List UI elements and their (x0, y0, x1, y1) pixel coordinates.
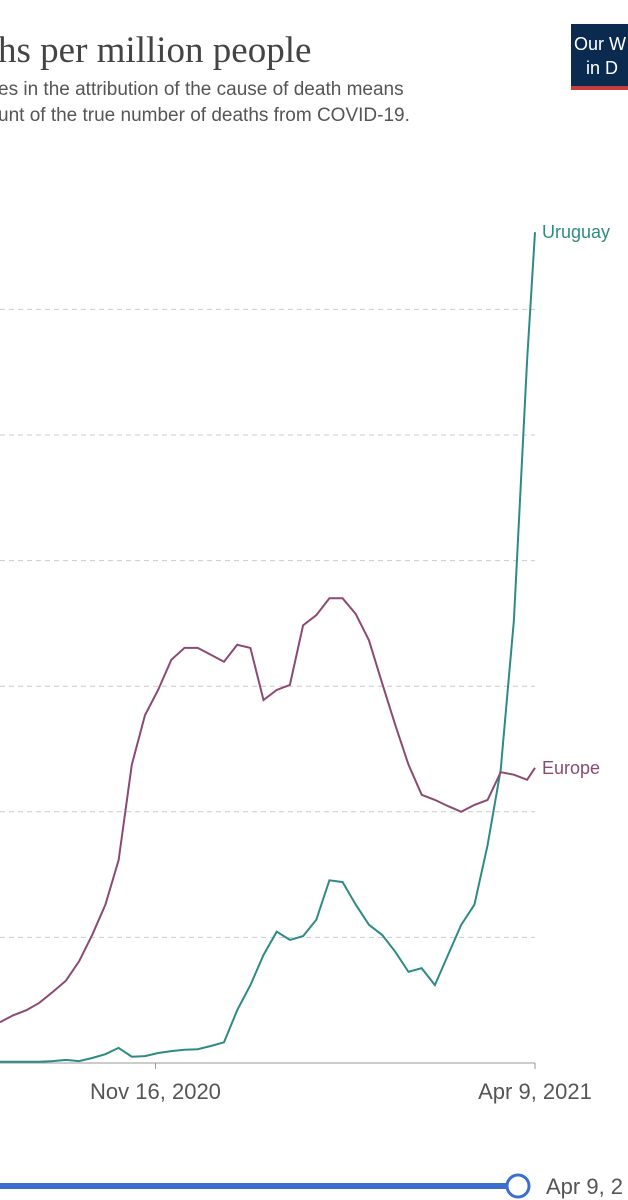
subtitle: unt of the true number of deaths from CO… (0, 105, 410, 126)
subtitle: es in the attribution of the cause of de… (0, 79, 404, 100)
chart-title: hs per million people (0, 30, 311, 71)
logo (571, 24, 628, 88)
logo-text: Our W (574, 34, 626, 54)
x-tick-label: Nov 16, 2020 (90, 1079, 221, 1104)
series-label: Uruguay (542, 222, 610, 242)
x-tick-label: Apr 9, 2021 (478, 1079, 592, 1104)
series-label: Europe (542, 758, 600, 778)
timeline-handle[interactable] (505, 1173, 531, 1199)
timeline-label: Apr 9, 2 (546, 1174, 623, 1199)
series-line (0, 232, 536, 1063)
series-line (0, 597, 536, 1024)
logo-stripe (571, 86, 628, 90)
logo-text: in D (586, 58, 618, 78)
